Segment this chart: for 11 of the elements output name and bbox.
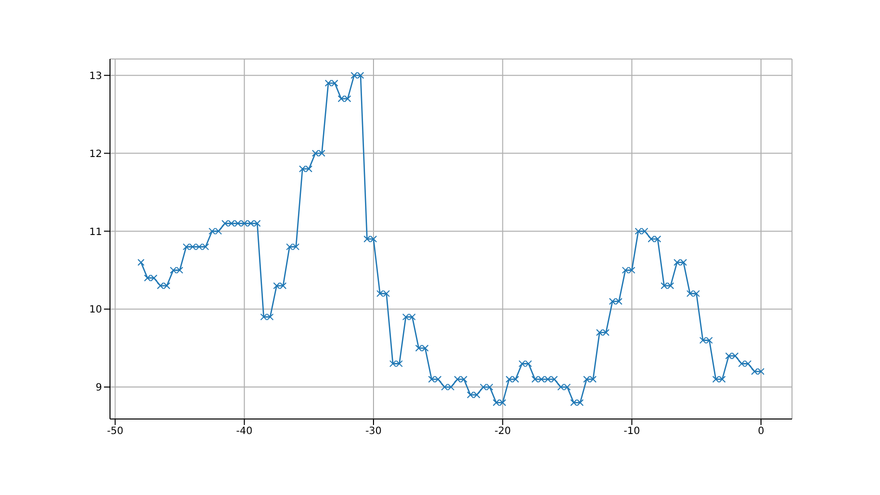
x-tick-label: 0 (758, 426, 764, 438)
y-tick-label: 13 (89, 70, 102, 82)
y-tick-label: 10 (89, 304, 102, 316)
x-tick-label: -50 (106, 426, 124, 438)
x-tick-label: -10 (624, 426, 640, 438)
x-tick-label: -20 (494, 426, 511, 438)
y-tick-label: 12 (89, 148, 102, 160)
y-tick-label: 11 (89, 226, 102, 238)
x-tick-label: -40 (236, 426, 253, 438)
y-tick-label: 9 (96, 382, 102, 394)
x-tick-label: -30 (365, 426, 382, 438)
